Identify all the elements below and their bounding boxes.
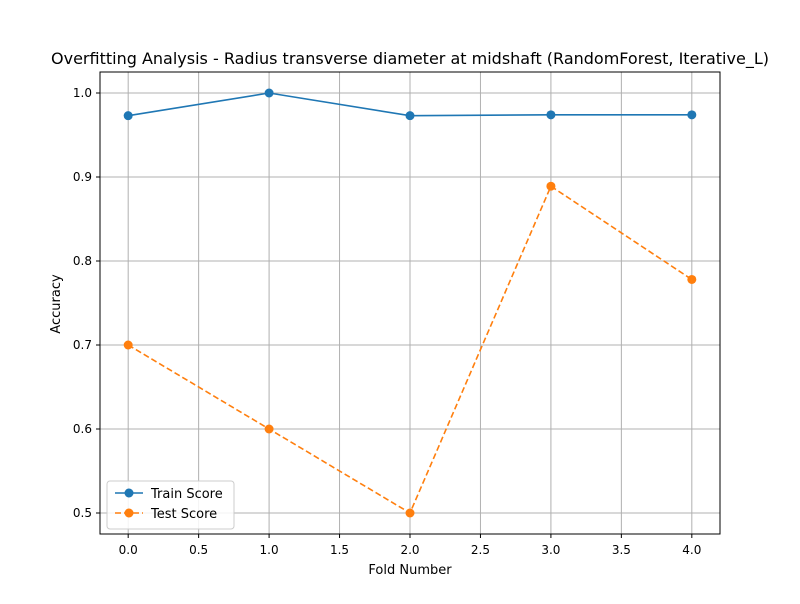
data-point <box>264 424 274 434</box>
x-tick-label: 0.0 <box>119 543 138 557</box>
x-axis-label: Fold Number <box>368 563 452 578</box>
legend-marker-icon <box>124 488 134 498</box>
series-layer <box>123 88 697 518</box>
data-point <box>546 181 556 191</box>
x-tick-label: 0.5 <box>189 543 208 557</box>
y-tick-label: 0.8 <box>73 254 92 268</box>
legend-label: Train Score <box>150 487 223 502</box>
x-tick-label: 3.0 <box>541 543 560 557</box>
y-tick-label: 0.5 <box>73 506 92 520</box>
data-point <box>123 340 133 350</box>
grid <box>100 72 720 534</box>
y-axis-label: Accuracy <box>49 274 64 334</box>
data-point <box>123 111 133 121</box>
x-tick-label: 3.5 <box>612 543 631 557</box>
data-point <box>264 88 274 98</box>
x-tick-label: 1.0 <box>260 543 279 557</box>
y-tick-label: 0.9 <box>73 170 92 184</box>
data-point <box>546 110 556 120</box>
data-point <box>687 110 697 120</box>
x-tick-label: 1.5 <box>330 543 349 557</box>
chart-title: Overfitting Analysis - Radius transverse… <box>51 49 769 69</box>
series-test-score <box>123 181 697 518</box>
data-point <box>405 111 415 121</box>
legend-item: Train Score <box>115 487 223 502</box>
x-tick-label: 2.5 <box>471 543 490 557</box>
y-tick-label: 1.0 <box>73 86 92 100</box>
legend: Train Score Test Score <box>106 480 235 530</box>
y-tick-label: 0.6 <box>73 422 92 436</box>
x-tick-label: 2.0 <box>400 543 419 557</box>
legend-marker-icon <box>124 508 134 518</box>
legend-item: Test Score <box>115 507 217 522</box>
y-tick-label: 0.7 <box>73 338 92 352</box>
x-tick-label: 4.0 <box>682 543 701 557</box>
legend-label: Test Score <box>150 507 217 522</box>
ticks: 0.0 0.5 1.0 1.5 2.0 2.5 3.0 3.5 4.0 0.5 0.6 0.7 0.8 0… <box>73 86 701 557</box>
series-train-score <box>123 88 697 121</box>
data-point <box>405 508 415 518</box>
data-point <box>687 274 697 284</box>
